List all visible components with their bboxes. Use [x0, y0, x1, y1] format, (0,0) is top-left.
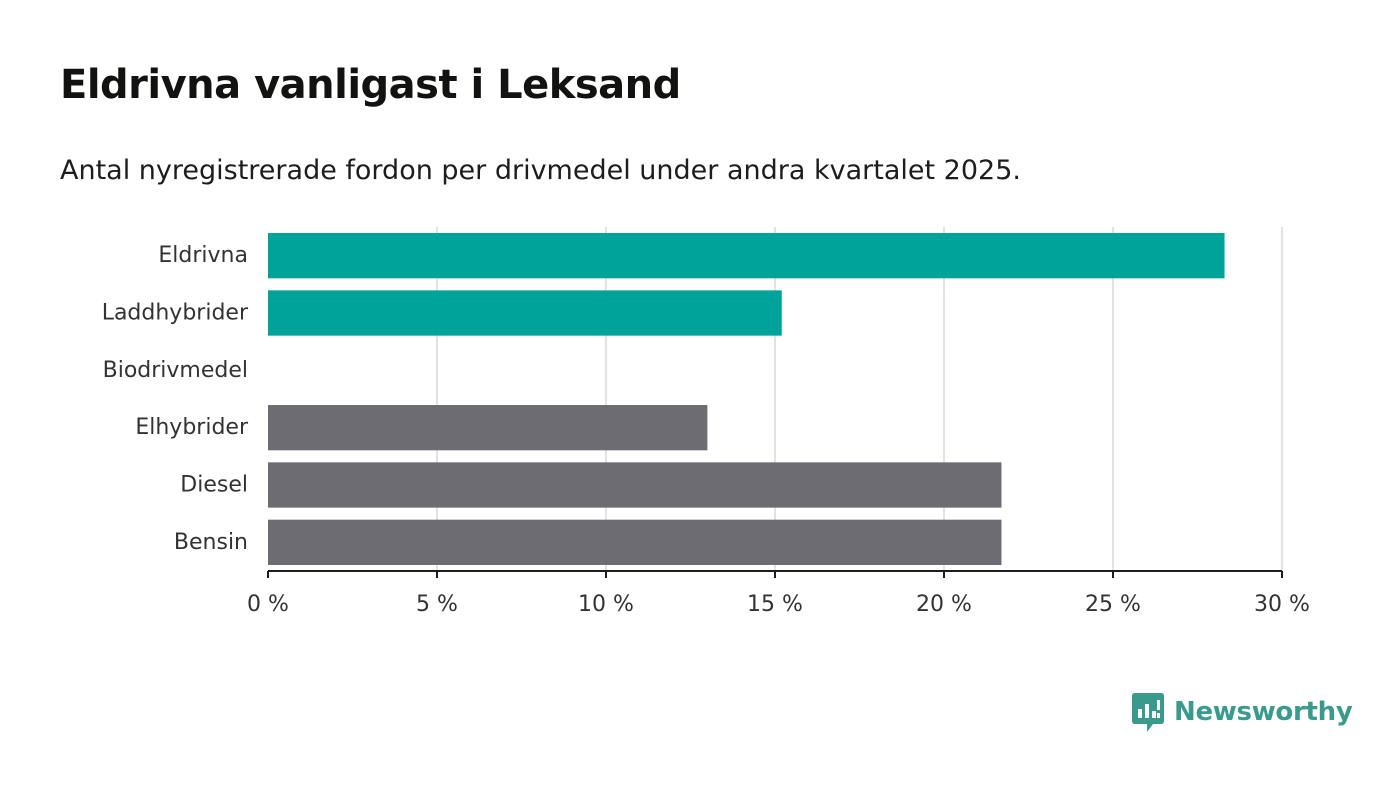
bar-laddhybrider	[268, 290, 782, 336]
category-label: Eldrivna	[158, 243, 248, 268]
x-axis: 0 % 5 % 10 % 15 % 20 % 25 % 30 %	[247, 570, 1310, 617]
category-label: Biodrivmedel	[103, 358, 248, 383]
gridlines	[436, 227, 1283, 571]
bar-bensin	[268, 519, 1002, 565]
chart-subtitle: Antal nyregistrerade fordon per drivmede…	[60, 155, 1021, 186]
category-label: Laddhybrider	[102, 301, 249, 326]
brand-name: Newsworthy	[1174, 697, 1353, 727]
bar-diesel	[268, 462, 1002, 508]
bar-elhybrider	[268, 405, 708, 451]
category-label: Bensin	[174, 530, 248, 555]
category-label: Diesel	[180, 473, 248, 498]
x-tick-label: 0 %	[247, 592, 289, 617]
bars	[268, 233, 1225, 565]
bar-eldrivna	[268, 233, 1225, 279]
x-tick-label: 15 %	[747, 592, 803, 617]
newsworthy-logo: Newsworthy	[1131, 690, 1353, 734]
x-tick-label: 25 %	[1085, 592, 1141, 617]
chart-title: Eldrivna vanligast i Leksand	[60, 62, 681, 108]
x-tick-label: 30 %	[1254, 592, 1310, 617]
category-labels: Eldrivna Laddhybrider Biodrivmedel Elhybrid…	[102, 243, 249, 555]
x-tick-label: 20 %	[916, 592, 972, 617]
x-tick-label: 5 %	[416, 592, 458, 617]
x-tick-label: 10 %	[578, 592, 634, 617]
category-label: Elhybrider	[135, 415, 249, 440]
newsworthy-logo-icon	[1132, 693, 1164, 732]
